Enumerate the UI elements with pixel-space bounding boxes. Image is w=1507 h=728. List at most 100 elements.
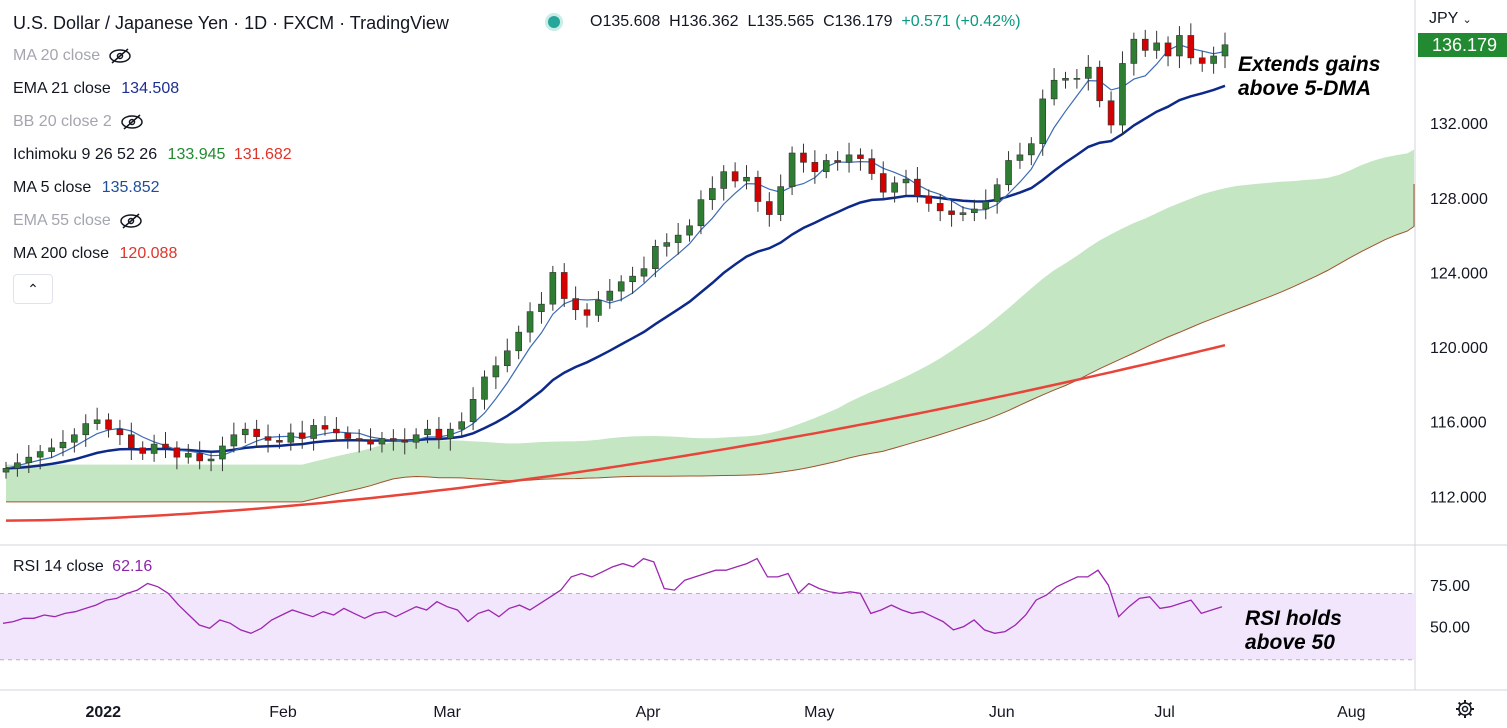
candle-down	[572, 298, 579, 311]
eye-hidden-icon[interactable]	[120, 114, 144, 130]
candle-down	[857, 154, 864, 159]
candle-up	[71, 434, 78, 443]
ma200-line	[5, 343, 1226, 522]
candle-up	[845, 154, 853, 163]
price-annotation: Extends gains above 5-DMA	[1238, 53, 1380, 101]
price-tick-label: 120.000	[1430, 340, 1488, 357]
annotation-line-2: above 5-DMA	[1238, 77, 1372, 100]
candle-down	[298, 432, 306, 439]
candle-down	[264, 436, 272, 441]
chevron-down-icon: ⌄	[1462, 14, 1472, 26]
annotation-line-1: Extends gains	[1238, 53, 1381, 76]
price-tick-label: 112.000	[1430, 489, 1487, 506]
candle-down	[925, 195, 933, 204]
candle-down	[765, 201, 773, 215]
candle-down	[367, 440, 374, 445]
symbol-title[interactable]: U.S. Dollar / Japanese Yen · 1D · FXCM ·…	[13, 13, 449, 33]
candle-down	[1187, 35, 1195, 59]
candle-up	[891, 182, 898, 193]
candle-up	[82, 423, 90, 436]
ma20-label[interactable]: MA 20 close	[13, 47, 101, 64]
collapse-legend-button[interactable]: ⌃	[13, 274, 53, 304]
candle-down	[116, 428, 124, 436]
candle-down	[344, 432, 352, 439]
price-tick-label: 132.000	[1430, 116, 1488, 133]
chevron-up-icon: ⌃	[27, 281, 39, 297]
ohlc-readout: O135.608 H136.362 L135.565 C136.179 +0.5…	[590, 13, 1021, 31]
candle-down	[390, 438, 397, 441]
candle-up	[59, 441, 67, 449]
candle-up	[663, 242, 671, 247]
candle-down	[1096, 66, 1103, 102]
time-tick-label: Mar	[433, 704, 461, 721]
candle-up	[447, 428, 454, 439]
ma200-value: 120.088	[119, 245, 178, 262]
candle-up	[241, 428, 249, 436]
candle-down	[196, 453, 203, 462]
candle-down	[401, 440, 409, 443]
candle-up	[2, 468, 10, 473]
ema21-label[interactable]: EMA 21 close	[13, 80, 111, 97]
candle-up	[458, 421, 466, 430]
low-value: L135.565	[747, 13, 815, 30]
candle-up	[492, 365, 500, 378]
ma5-value: 135.852	[101, 179, 160, 196]
ma200-label[interactable]: MA 200 close	[13, 245, 110, 262]
candle-down	[731, 171, 739, 182]
candle-down	[754, 176, 762, 202]
candle-up	[1028, 143, 1035, 156]
candle-up	[1119, 63, 1126, 126]
candle-up	[310, 425, 317, 439]
candle-up	[526, 311, 534, 333]
ma5-line	[5, 44, 1226, 469]
candle-up	[971, 208, 978, 214]
price-tick-label: 116.000	[1430, 415, 1487, 432]
candles	[2, 23, 1229, 479]
candle-up	[686, 225, 693, 236]
candle-up	[424, 428, 431, 436]
candle-up	[617, 281, 625, 292]
currency-selector[interactable]: JPY ⌄	[1429, 10, 1472, 28]
ichimoku-value-b: 131.682	[233, 146, 292, 163]
candle-up	[777, 186, 784, 215]
candle-up	[184, 453, 192, 458]
candle-down	[811, 162, 819, 172]
candle-up	[36, 451, 44, 458]
time-tick-label: Aug	[1337, 704, 1365, 721]
candle-up	[982, 201, 990, 210]
ma5-label[interactable]: MA 5 close	[13, 179, 92, 196]
candle-down	[800, 152, 807, 163]
candle-down	[139, 447, 147, 454]
ichimoku-cloud	[6, 105, 1414, 502]
ichimoku-label[interactable]: Ichimoku 9 26 52 26	[13, 146, 158, 163]
candle-up	[469, 399, 477, 423]
candle-up	[1073, 78, 1081, 80]
eye-hidden-icon[interactable]	[108, 48, 132, 64]
candle-down	[583, 309, 591, 316]
candle-up	[1050, 79, 1058, 100]
candle-up	[640, 268, 648, 277]
candle-up	[720, 171, 728, 189]
candle-up	[993, 184, 1001, 202]
candle-down	[355, 438, 363, 441]
ichimoku-value-a: 133.945	[167, 146, 226, 163]
eye-hidden-icon[interactable]	[119, 213, 143, 229]
candle-up	[674, 234, 682, 243]
candle-up	[378, 438, 386, 445]
bb20-label[interactable]: BB 20 close 2	[13, 113, 112, 130]
high-value: H136.362	[669, 13, 739, 30]
rsi-legend: RSI 14 close 62.16	[13, 558, 152, 576]
candle-up	[1016, 154, 1024, 161]
ichimoku-span-b	[6, 184, 1415, 503]
candle-up	[1130, 38, 1138, 64]
ema55-label[interactable]: EMA 55 close	[13, 212, 111, 229]
rsi-label[interactable]: RSI 14 close	[13, 558, 104, 575]
candle-up	[1153, 42, 1160, 51]
time-tick-label: Jul	[1154, 704, 1174, 721]
candle-up	[515, 331, 522, 352]
rsi-tick-label: 50.00	[1430, 620, 1470, 637]
candle-down	[936, 203, 944, 212]
gear-icon[interactable]	[1455, 699, 1475, 719]
rsi-annotation-line-2: above 50	[1245, 631, 1335, 654]
